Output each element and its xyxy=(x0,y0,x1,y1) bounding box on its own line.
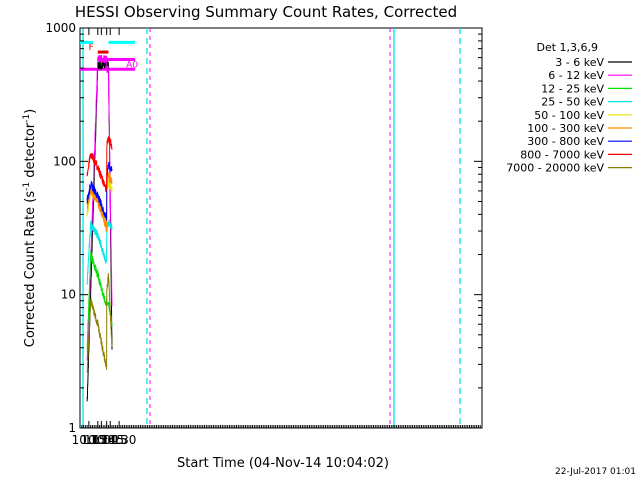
x-tick-label-4: 11:15 xyxy=(93,433,128,447)
legend-label-8: 7000 - 20000 keV xyxy=(506,162,604,175)
y-tick-label-0: 1 xyxy=(68,421,76,435)
legend-label-2: 12 - 25 keV xyxy=(541,82,604,95)
legend-label-4: 50 - 100 keV xyxy=(534,109,604,122)
legend-label-3: 25 - 50 keV xyxy=(541,96,604,109)
x-tick-label-1: 10:30 xyxy=(80,433,115,447)
plot-guides xyxy=(82,28,461,428)
plot-frame xyxy=(79,27,483,429)
legend-label-5: 100 - 300 keV xyxy=(527,122,604,135)
attenuator-label-1: A0 xyxy=(126,60,138,70)
x-tick-label-5: 11:30 xyxy=(102,433,137,447)
series-line-1 xyxy=(86,54,113,361)
x-axis-label: Start Time (04-Nov-14 10:04:02) xyxy=(177,456,389,471)
legend-label-0: 3 - 6 keV xyxy=(555,56,604,69)
series-line-7 xyxy=(86,136,113,193)
legend-label-7: 800 - 7000 keV xyxy=(520,148,604,161)
x-tick-label-3: 11:00 xyxy=(84,433,119,447)
y-axis-ticks: 1 10 100 1000 xyxy=(45,21,482,435)
x-tick-label-0: 10:15 xyxy=(72,433,107,447)
series-line-8 xyxy=(86,273,113,373)
series-line-6 xyxy=(86,161,113,221)
legend-label-6: 300 - 800 keV xyxy=(527,135,604,148)
series-line-2 xyxy=(86,250,113,349)
series-line-3 xyxy=(86,219,113,285)
attenuator-label-0: F xyxy=(89,43,94,53)
series-line-0 xyxy=(86,60,113,402)
chart-title: HESSI Observing Summary Count Rates, Cor… xyxy=(75,3,457,21)
attenuator-bars: F A0 xyxy=(80,40,138,71)
y-axis-label: Corrected Count Rate (s-1 detector-1) xyxy=(22,109,38,347)
legend-label-1: 6 - 12 keV xyxy=(548,69,604,82)
timestamp: 22-Jul-2017 01:01 xyxy=(555,467,636,477)
y-tick-label-3: 1000 xyxy=(45,21,76,35)
x-tick-label-2: 10:45 xyxy=(89,433,124,447)
series-line-5 xyxy=(86,172,113,232)
y-tick-label-1: 10 xyxy=(61,288,76,302)
y-tick-label-2: 100 xyxy=(53,154,76,168)
legend-title: Det 1,3,6,9 xyxy=(536,41,598,54)
series-lines xyxy=(86,54,113,402)
